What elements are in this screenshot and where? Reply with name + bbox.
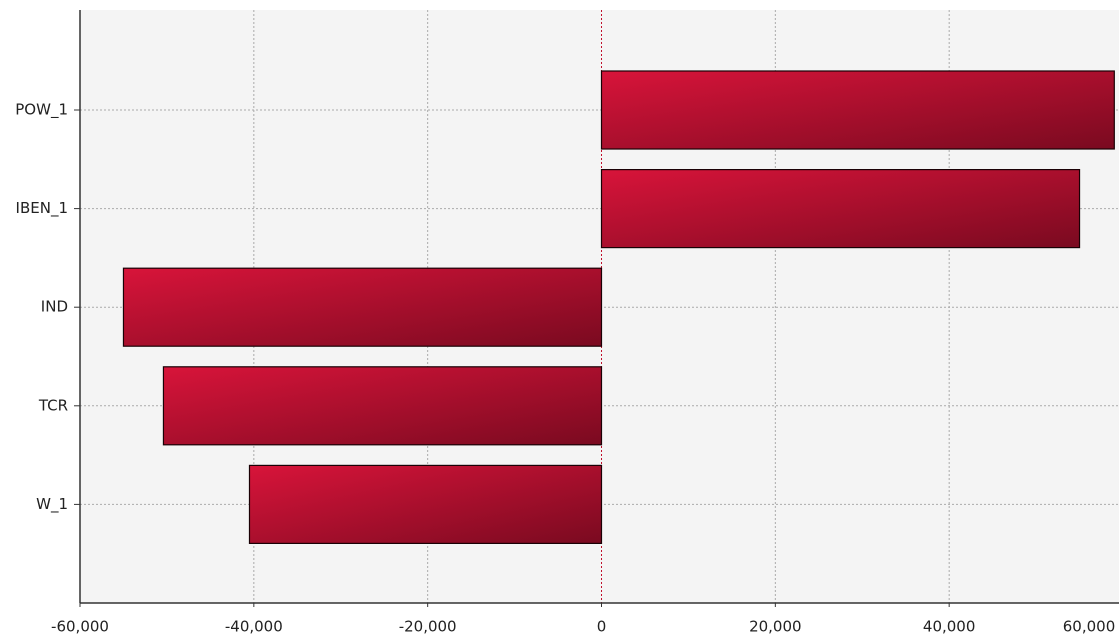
bar [122, 267, 603, 347]
x-tick-label: 0 [597, 618, 607, 636]
y-tick-label: IBEN_1 [16, 199, 68, 218]
y-tick-label: IND [41, 298, 68, 316]
bar [600, 70, 1115, 150]
bar [162, 366, 603, 446]
bar [600, 169, 1081, 249]
y-tick-label: TCR [38, 396, 68, 414]
x-tick-label: 60,000 [1063, 618, 1116, 636]
x-tick-label: 20,000 [749, 618, 802, 636]
y-tick-label: W_1 [36, 495, 68, 514]
y-tick-label: POW_1 [15, 101, 68, 120]
x-tick-label: -20,000 [399, 618, 457, 636]
x-tick-label: -40,000 [225, 618, 283, 636]
x-tick-label: -60,000 [51, 618, 109, 636]
bar [248, 464, 603, 544]
x-tick-label: 40,000 [923, 618, 976, 636]
